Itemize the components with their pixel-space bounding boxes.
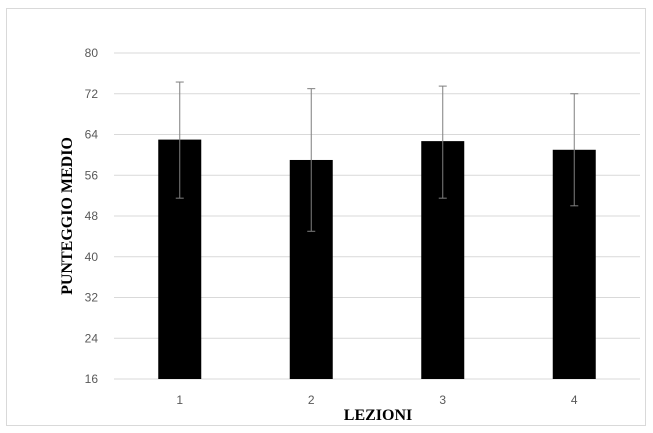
error-bar-3 — [438, 85, 447, 199]
y-tick-label: 16 — [85, 372, 99, 386]
y-tick-label: 80 — [85, 46, 99, 60]
y-tick-label: 64 — [85, 128, 99, 142]
error-bar-1 — [175, 81, 184, 199]
x-tick-label: 1 — [176, 393, 183, 407]
x-tick-label: 3 — [439, 393, 446, 407]
y-tick-label: 48 — [85, 209, 99, 223]
error-bar-2 — [307, 88, 316, 232]
y-tick-label: 24 — [85, 331, 99, 345]
x-axis-title: LEZIONI — [344, 407, 412, 424]
y-tick-label: 32 — [85, 291, 99, 305]
y-tick-label: 72 — [85, 87, 99, 101]
x-tick-label: 4 — [571, 393, 578, 407]
error-bar-4 — [570, 93, 579, 207]
gridlines — [114, 52, 640, 380]
y-axis-title: PUNTEGGIO MEDIO — [59, 137, 76, 295]
x-tick-label: 2 — [308, 393, 315, 407]
y-axis-ticks: 16 24 32 40 48 56 64 72 80 — [85, 46, 99, 386]
y-tick-label: 40 — [85, 250, 99, 264]
error-bars — [175, 81, 579, 232]
x-axis-ticks: 1 2 3 4 — [176, 393, 578, 407]
y-tick-label: 56 — [85, 168, 99, 182]
